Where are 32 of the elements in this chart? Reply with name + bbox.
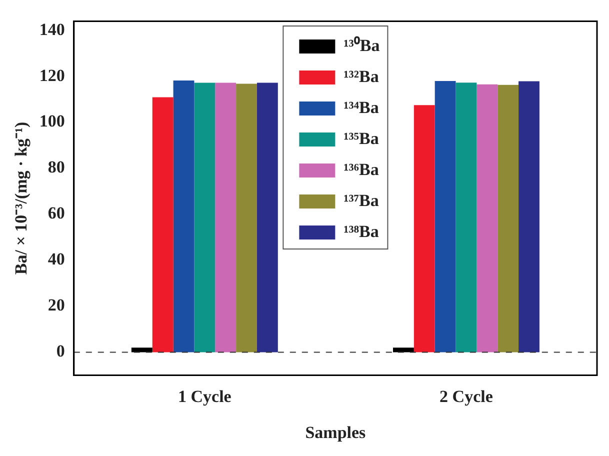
legend-label: ¹³⁰Ba xyxy=(344,36,380,55)
bar xyxy=(414,105,435,352)
legend-label: ¹³⁶Ba xyxy=(344,160,380,179)
bar xyxy=(256,82,278,352)
bar xyxy=(173,80,194,352)
legend-label: ¹³⁷Ba xyxy=(344,190,380,210)
legend-label: ¹³⁸Ba xyxy=(344,222,380,241)
legend-label: ¹³²Ba xyxy=(344,66,380,86)
bar xyxy=(392,348,414,352)
legend-label: ¹³⁵Ba xyxy=(344,128,380,148)
y-tick-label: 60 xyxy=(48,204,65,223)
bar xyxy=(152,97,174,352)
bar xyxy=(518,81,540,352)
y-tick-label: 120 xyxy=(39,66,65,85)
x-axis-title: Samples xyxy=(305,423,366,442)
x-tick-label: 1 Cycle xyxy=(178,386,232,406)
bar xyxy=(498,84,519,352)
bar xyxy=(456,82,477,352)
y-tick-label: 140 xyxy=(39,20,65,39)
x-tick-label: 2 Cycle xyxy=(440,386,494,406)
y-tick-label: 80 xyxy=(48,158,65,177)
y-tick-label: 40 xyxy=(48,250,65,269)
bar xyxy=(236,84,257,352)
bar xyxy=(476,84,498,352)
y-axis-title: Ba/ × 10⁻³/(mg · kg⁻¹) xyxy=(12,122,31,275)
bar xyxy=(434,80,456,352)
bar xyxy=(215,82,236,352)
y-tick-label: 20 xyxy=(48,296,65,315)
y-tick-label: 0 xyxy=(56,342,65,361)
y-tick-label: 100 xyxy=(39,112,65,131)
bar xyxy=(194,82,216,352)
legend-label: ¹³⁴Ba xyxy=(344,98,380,117)
